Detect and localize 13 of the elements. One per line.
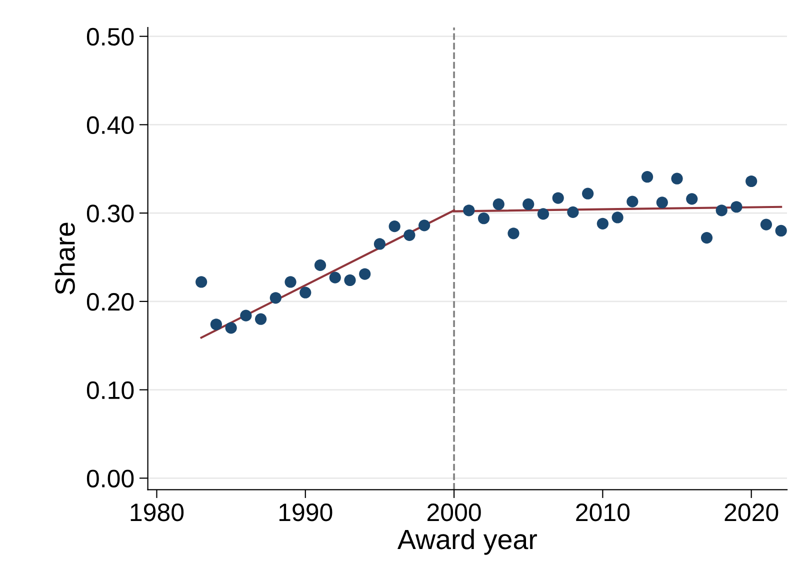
x-tick-label: 1980 — [130, 504, 184, 522]
x-tick-label: 1990 — [279, 504, 332, 522]
y-tick-label: 0.20 — [86, 293, 134, 311]
y-tick-label: 0.40 — [86, 116, 134, 134]
x-tick-label: 2010 — [576, 504, 630, 522]
y-tick-label: 0.30 — [86, 204, 134, 222]
y-tick-label: 0.50 — [86, 28, 134, 46]
x-tick-label: 2000 — [427, 504, 481, 522]
y-tick-label: 0.00 — [86, 470, 134, 488]
x-tick-label: 2020 — [724, 504, 778, 522]
y-tick-label: 0.10 — [86, 381, 134, 400]
y-axis-title: Share — [54, 222, 75, 294]
x-axis-title: Award year — [397, 528, 537, 555]
